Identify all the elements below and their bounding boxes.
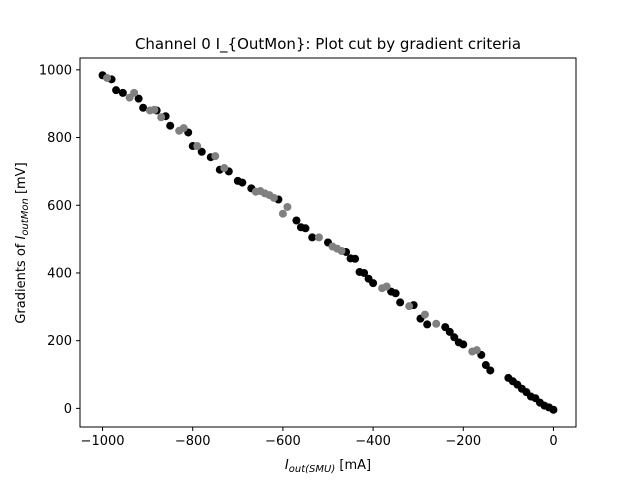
data-point-black (445, 327, 454, 336)
data-point-gray (211, 152, 220, 161)
y-axis-label-sub: outMon (20, 198, 31, 235)
data-point-black (486, 366, 495, 375)
data-point-gray (150, 105, 159, 114)
x-tick-label: −600 (265, 434, 301, 449)
data-point-black (292, 216, 301, 225)
data-point-gray (314, 233, 323, 242)
data-point-black (139, 103, 148, 112)
y-axis-label: Gradients of IoutMon [mV] (14, 162, 31, 323)
data-point-gray (278, 209, 287, 218)
x-axis-label-sub: out(SMU) (289, 464, 335, 475)
data-point-black (112, 86, 121, 95)
x-tick-label: −1000 (81, 434, 125, 449)
data-point-gray (472, 346, 481, 355)
y-tick-label: 600 (47, 199, 72, 214)
data-point-gray (432, 319, 441, 328)
y-tick-label: 200 (47, 334, 72, 349)
data-point-gray (193, 142, 202, 151)
data-point-black (423, 320, 432, 329)
data-point-gray (420, 310, 429, 319)
data-points (98, 71, 558, 414)
x-tick-label: −800 (175, 434, 211, 449)
y-tick-label: 800 (47, 131, 72, 146)
x-axis-label-unit: [mA] (335, 458, 371, 473)
data-point-black (118, 88, 127, 97)
data-point-gray (283, 202, 292, 211)
data-point-black (391, 289, 400, 298)
y-axis-label-main: I (14, 236, 29, 240)
x-tick-label: −200 (445, 434, 481, 449)
x-tick-label: −400 (355, 434, 391, 449)
y-tick-label: 0 (64, 402, 72, 417)
data-point-black (459, 340, 468, 349)
data-point-gray (269, 193, 278, 202)
y-axis-label-prefix: Gradients of (14, 240, 29, 324)
data-point-black (166, 121, 175, 130)
data-point-gray (179, 124, 188, 133)
y-axis-label-unit: [mV] (14, 162, 29, 198)
y-tick-label: 400 (47, 266, 72, 281)
data-point-gray (103, 73, 112, 82)
data-point-gray (337, 246, 346, 255)
data-point-black (351, 254, 360, 263)
plot-area-frame (79, 57, 577, 428)
data-point-gray (220, 164, 229, 173)
data-point-black (360, 268, 369, 277)
data-point-black (134, 94, 143, 103)
data-point-gray (130, 88, 139, 97)
axis-ticks: −1000 −800 −600 −400 −200 0 0 200 400 600 800 1000 (39, 63, 558, 449)
y-tick-label: 1000 (39, 63, 72, 78)
x-tick-label: 0 (549, 434, 557, 449)
x-axis-label-main: I (285, 458, 289, 473)
data-point-gray (157, 113, 166, 122)
data-point-black (301, 224, 310, 233)
data-point-black (549, 405, 558, 414)
data-point-black (396, 298, 405, 307)
x-axis-label: Iout(SMU) [mA] (285, 458, 371, 475)
chart-title: Channel 0 I_{OutMon}: Plot cut by gradie… (135, 35, 521, 54)
data-point-black (481, 361, 490, 370)
data-point-black (308, 233, 317, 242)
data-point-gray (405, 302, 414, 311)
data-point-gray (382, 282, 391, 291)
data-point-black (197, 147, 206, 156)
data-point-black (238, 178, 247, 187)
data-point-black (369, 279, 378, 288)
